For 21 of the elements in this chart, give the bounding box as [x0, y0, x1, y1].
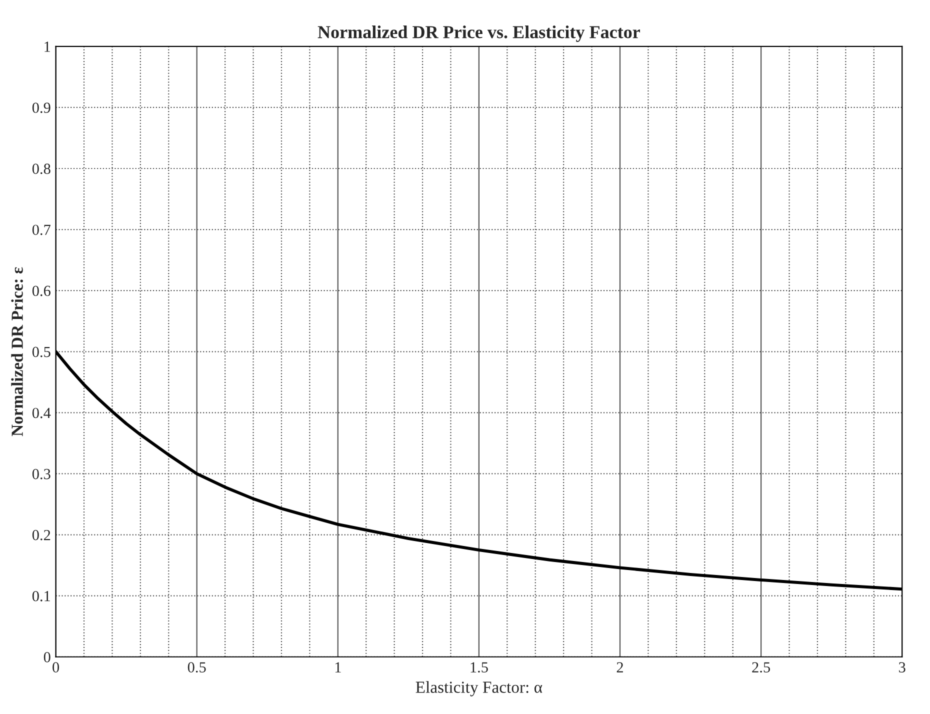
y-tick-label: 0.9	[32, 102, 50, 113]
y-tick-label: 0.5	[32, 346, 50, 358]
x-tick-label: 2	[616, 662, 623, 672]
chart-title: Normalized DR Price vs. Elasticity Factor	[318, 26, 640, 42]
x-tick-label: 1	[335, 662, 341, 672]
y-tick-label: 0.6	[32, 286, 50, 296]
y-tick-label: 0	[44, 652, 50, 662]
y-tick-label: 1	[44, 42, 50, 52]
x-tick-label: 0.5	[188, 662, 206, 673]
y-tick-label: 0.4	[32, 408, 51, 418]
x-tick-label: 1.5	[470, 662, 488, 673]
y-tick-label: 0.1	[32, 590, 50, 602]
y-tick-label: 0.8	[32, 164, 50, 174]
y-tick-label: 0.3	[32, 468, 50, 480]
x-tick-label: 3	[899, 662, 906, 672]
x-tick-label: 0	[52, 662, 60, 672]
y-tick-label: 0.2	[32, 530, 50, 540]
x-axis-title: Elasticity Factor: α	[416, 681, 542, 696]
y-tick-label: 0.7	[32, 224, 50, 236]
y-axis-title: Normalized DR Price: ε	[11, 267, 23, 436]
x-tick-label: 2.5	[752, 662, 770, 673]
